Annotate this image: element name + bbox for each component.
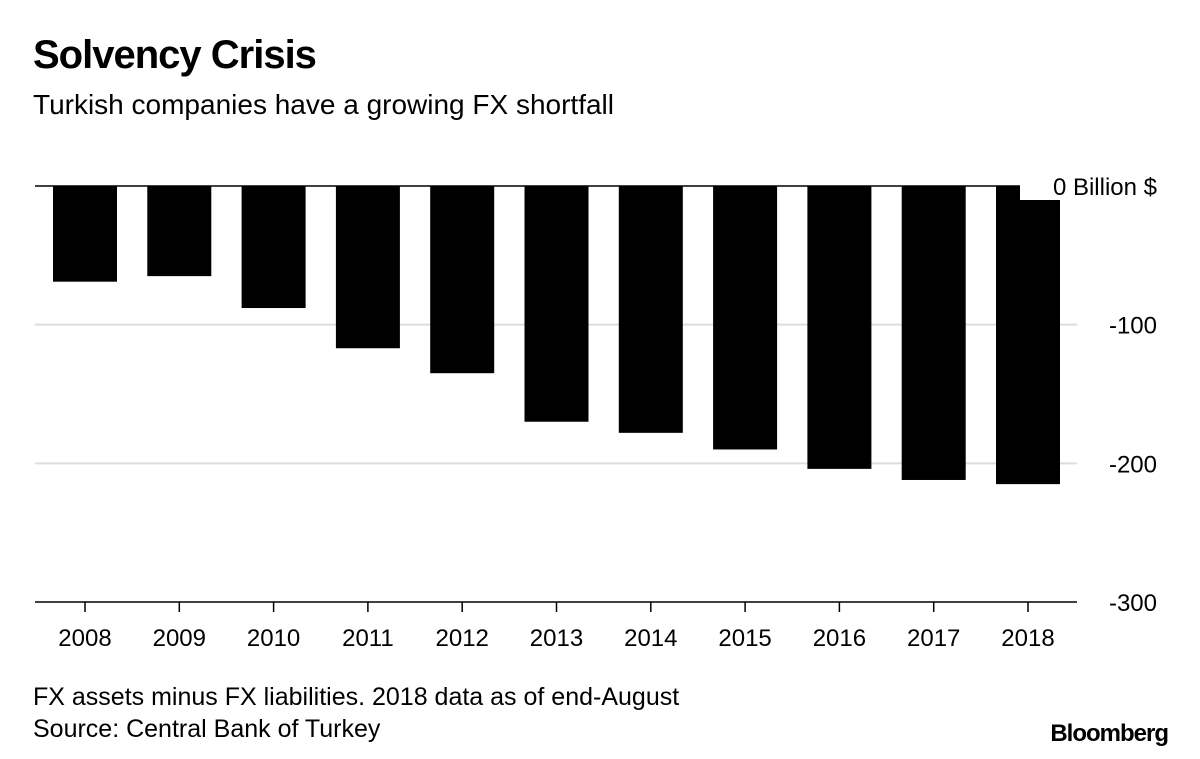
bar-2018: [996, 186, 1060, 485]
y-tick-label: -300: [1109, 590, 1157, 617]
x-tick-label: 2017: [907, 625, 960, 652]
x-tick-label: 2013: [530, 625, 583, 652]
bar-2015: [713, 186, 778, 450]
x-tick-label: 2015: [718, 625, 771, 652]
footnote: FX assets minus FX liabilities. 2018 dat…: [33, 683, 680, 711]
bar-2009: [147, 186, 212, 277]
x-tick-label: 2008: [58, 625, 111, 652]
bar-2013: [524, 186, 589, 422]
bar-2010: [241, 186, 306, 309]
bar-2008: [53, 186, 117, 282]
bar-2014: [618, 186, 683, 433]
y-tick-label: 0 Billion $: [1053, 174, 1157, 201]
x-tick-label: 2012: [436, 625, 489, 652]
bloomberg-logo: Bloomberg: [1050, 720, 1169, 747]
x-tick-label: 2011: [342, 625, 394, 652]
x-tick-label: 2009: [153, 625, 206, 652]
x-tick-label: 2014: [624, 625, 677, 652]
bar-2011: [335, 186, 400, 349]
bar-2016: [807, 186, 872, 469]
y-label-background: [1020, 160, 1160, 200]
x-tick-label: 2018: [1001, 625, 1054, 652]
bar-2017: [901, 186, 966, 480]
x-tick-label: 2010: [247, 625, 300, 652]
y-tick-label: -100: [1109, 313, 1157, 340]
chart-subtitle: Turkish companies have a growing FX shor…: [33, 89, 614, 120]
source-note: Source: Central Bank of Turkey: [33, 715, 381, 743]
x-tick-label: 2016: [813, 625, 866, 652]
bar-2012: [430, 186, 495, 374]
y-tick-label: -200: [1109, 451, 1157, 478]
chart-title: Solvency Crisis: [33, 33, 317, 77]
